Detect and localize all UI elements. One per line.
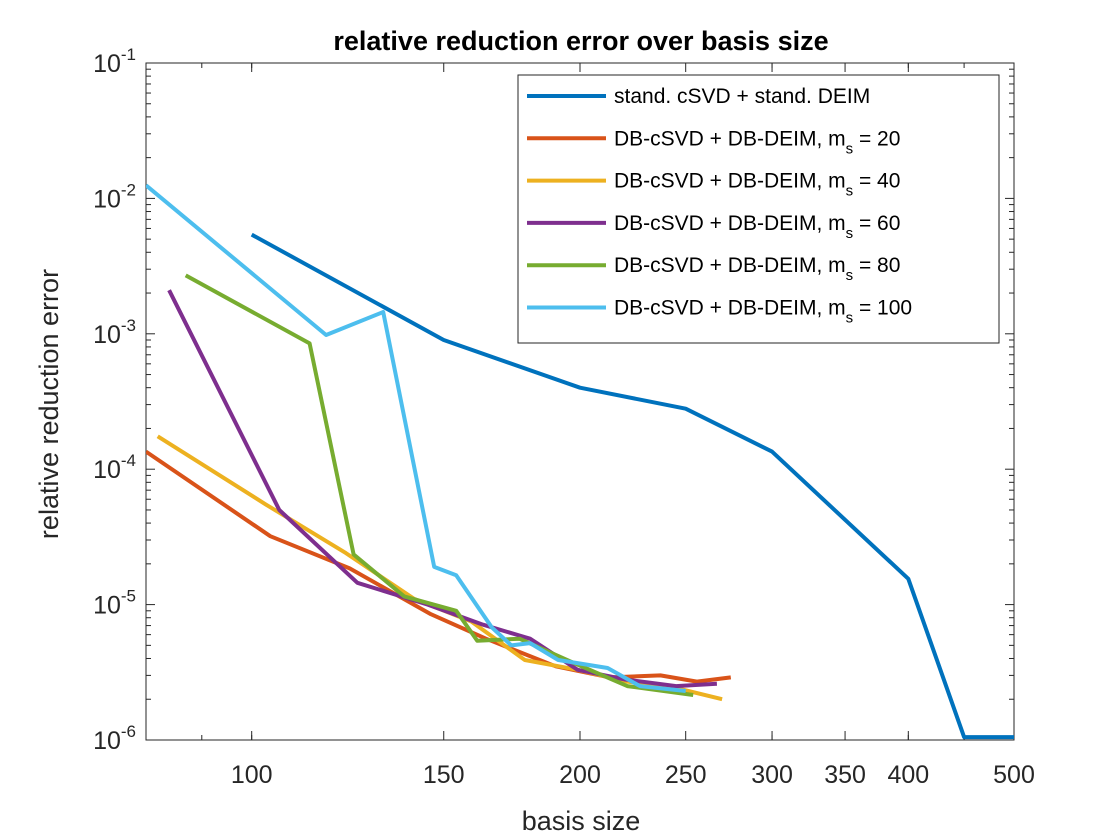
y-tick-label: 10-4 [93, 451, 136, 484]
y-tick-base: 10 [93, 727, 121, 755]
minor-ticks [145, 63, 1015, 740]
legend-label-tail: = 20 [853, 127, 900, 150]
legend-box [517, 74, 1000, 344]
legend-label: DB-cSVD + DB-DEIM, ms = 20 [614, 127, 900, 157]
legend-label: DB-cSVD + DB-DEIM, ms = 40 [614, 170, 900, 200]
series-line-4 [167, 289, 718, 689]
legend-label: DB-cSVD + DB-DEIM, ms = 60 [614, 212, 900, 242]
y-tick-label: 10-6 [93, 722, 136, 755]
y-tick-base: 10 [93, 592, 121, 620]
series-line-2 [146, 449, 732, 684]
x-tick-label: 200 [559, 761, 601, 789]
legend-label: DB-cSVD + DB-DEIM, ms = 80 [614, 254, 900, 284]
legend-label-main: stand. cSVD + stand. DEIM [614, 85, 870, 108]
x-tick-label: 150 [423, 761, 465, 789]
legend-label-main: DB-cSVD + DB-DEIM, m [614, 254, 846, 277]
legend-label-tail: = 60 [853, 212, 900, 235]
x-tick-label: 250 [665, 761, 707, 789]
legend-label-subscript: s [846, 183, 854, 200]
legend-label-main: DB-cSVD + DB-DEIM, m [614, 170, 846, 193]
chart-title: relative reduction error over basis size [333, 26, 828, 56]
legend-item: DB-cSVD + DB-DEIM, ms = 100 [527, 297, 912, 327]
x-axis-label: basis size [522, 806, 641, 836]
y-tick-label: 10-3 [93, 316, 136, 349]
series-line-6 [146, 183, 686, 693]
y-axis-label: relative reduction error [34, 269, 64, 539]
y-tick-label: 10-2 [93, 180, 136, 213]
y-tick-exponent: -4 [121, 451, 136, 470]
legend-item: DB-cSVD + DB-DEIM, ms = 40 [527, 170, 900, 200]
legend-label-main: DB-cSVD + DB-DEIM, m [614, 212, 846, 235]
x-tick-labels: 100 150 200 250 300 350 400 500 [231, 761, 1035, 789]
legend-label-tail: = 40 [853, 170, 900, 193]
series-lines [146, 183, 1014, 740]
y-tick-label: 10-1 [93, 45, 136, 78]
legend-label-subscript: s [846, 140, 854, 157]
y-tick-label: 10-5 [93, 587, 136, 620]
legend-label-tail: = 100 [853, 297, 912, 320]
y-tick-base: 10 [93, 185, 121, 213]
y-tick-base: 10 [93, 456, 121, 484]
y-tick-exponent: -3 [121, 316, 136, 335]
legend-item: DB-cSVD + DB-DEIM, ms = 60 [527, 212, 900, 242]
x-tick-label: 100 [231, 761, 273, 789]
y-tick-exponent: -5 [121, 587, 136, 606]
legend-label-subscript: s [846, 225, 854, 242]
x-tick-label: 300 [751, 761, 793, 789]
x-tick-label: 500 [993, 761, 1035, 789]
y-tick-exponent: -1 [121, 45, 136, 64]
y-tick-base: 10 [93, 321, 121, 349]
legend-label-main: DB-cSVD + DB-DEIM, m [614, 127, 846, 150]
legend-label-subscript: s [846, 267, 854, 284]
y-tick-exponent: -6 [121, 722, 136, 741]
x-tick-label: 350 [824, 761, 866, 789]
legend: stand. cSVD + stand. DEIM DB-cSVD + DB-DE… [517, 74, 1000, 344]
legend-item: stand. cSVD + stand. DEIM [527, 85, 870, 108]
y-tick-exponent: -2 [121, 180, 136, 199]
legend-label-tail: = 80 [853, 254, 900, 277]
series-line-1 [250, 232, 1014, 740]
legend-item: DB-cSVD + DB-DEIM, ms = 20 [527, 127, 900, 157]
y-tick-labels: 10-610-510-410-310-210-1 [93, 45, 136, 755]
y-tick-base: 10 [93, 50, 121, 78]
series-line-5 [184, 273, 694, 697]
legend-label: stand. cSVD + stand. DEIM [614, 85, 870, 108]
x-tick-label: 400 [887, 761, 929, 789]
legend-label: DB-cSVD + DB-DEIM, ms = 100 [614, 297, 912, 327]
legend-label-subscript: s [846, 310, 854, 327]
legend-items: stand. cSVD + stand. DEIM DB-cSVD + DB-DE… [527, 85, 912, 327]
legend-label-main: DB-cSVD + DB-DEIM, m [614, 297, 846, 320]
legend-item: DB-cSVD + DB-DEIM, ms = 80 [527, 254, 900, 284]
